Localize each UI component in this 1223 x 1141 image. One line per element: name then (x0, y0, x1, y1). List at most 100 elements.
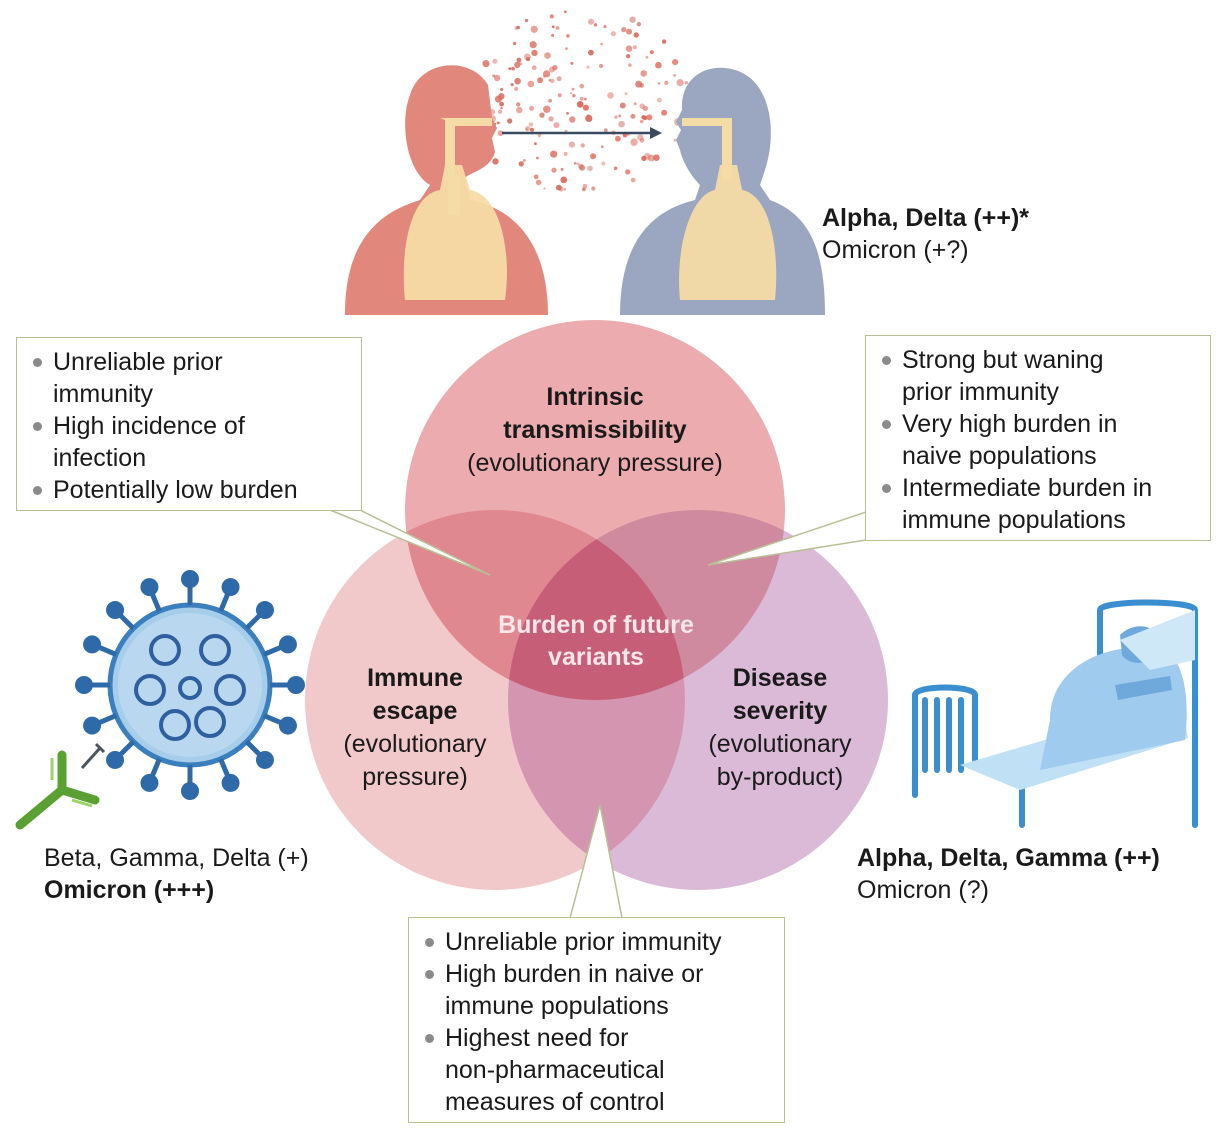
virus-spike-head (287, 676, 305, 694)
callout-item: Very high burden in naive populations (880, 408, 1196, 472)
hospital-bed-icon (912, 599, 1198, 828)
droplet (607, 92, 614, 99)
droplet (587, 165, 593, 172)
transmissibility-title-1: Intrinsic (546, 383, 644, 411)
droplet (527, 80, 535, 88)
droplet (534, 142, 537, 146)
droplet (588, 18, 594, 25)
droplet (563, 188, 567, 191)
droplet (566, 111, 569, 115)
droplet (649, 50, 654, 55)
droplet (633, 32, 639, 38)
callout-item: Potentially low burden (31, 474, 347, 506)
overlap-center (508, 510, 685, 700)
droplet (571, 87, 575, 91)
virus-spike-head (140, 578, 159, 597)
antibody-icon (15, 742, 106, 830)
droplet (514, 61, 521, 69)
virus-spike (262, 644, 284, 657)
droplet (551, 33, 555, 37)
escape-subtitle-2: pressure) (362, 763, 468, 791)
droplet (510, 83, 514, 87)
severity-title-2: severity (732, 697, 828, 725)
droplet (570, 61, 574, 65)
droplet (543, 187, 546, 190)
droplet (537, 133, 542, 138)
droplet (614, 115, 618, 119)
label-center: Burden of future variants (466, 609, 726, 673)
droplet (530, 127, 534, 132)
droplet (641, 115, 646, 120)
label-transmissibility: Intrinsic transmissibility (evolutionary… (435, 381, 755, 480)
callout-item: High incidence of infection (31, 410, 347, 474)
droplet (641, 155, 647, 162)
droplet (531, 49, 538, 57)
droplet (573, 161, 577, 165)
droplet (576, 101, 584, 108)
droplet (590, 153, 597, 160)
callout-item: Strong but waning prior immunity (880, 344, 1196, 408)
droplet (513, 41, 517, 46)
escape-title-2: escape (372, 697, 458, 725)
person-receiver-icon (620, 67, 825, 315)
droplet (539, 112, 545, 118)
virus-spike-head (278, 635, 297, 654)
droplet (657, 97, 662, 103)
droplet (553, 122, 560, 129)
virus-spike-head (140, 773, 159, 792)
droplet (557, 93, 562, 98)
droplet (599, 63, 604, 69)
droplet (653, 154, 660, 161)
droplet (645, 55, 649, 59)
bullet-icon (425, 1034, 434, 1043)
droplet (576, 162, 580, 166)
droplet (637, 134, 644, 141)
droplet (661, 109, 668, 116)
callout-bottom: Unreliable prior immunity High burden in… (408, 917, 785, 1123)
virus-spike (96, 713, 118, 726)
droplet (499, 101, 504, 107)
venn-diagram (305, 320, 888, 890)
virus-spike-head (221, 773, 240, 792)
droplet (493, 74, 501, 82)
virus-spike (244, 612, 263, 631)
droplet-cloud-icon (457, 10, 697, 192)
virus-spike (149, 757, 162, 779)
callout-item: Unreliable prior immunity (31, 346, 347, 410)
droplet (585, 114, 593, 122)
droplet (556, 76, 562, 82)
droplet (633, 102, 637, 106)
droplet (618, 120, 625, 128)
virus-spike-head (181, 570, 199, 588)
droplet (572, 94, 576, 98)
droplet (582, 183, 588, 189)
droplet (524, 18, 529, 23)
droplet (635, 80, 643, 88)
droplet (551, 25, 555, 29)
droplet (500, 107, 503, 110)
droplet (580, 143, 585, 148)
droplet (630, 177, 636, 183)
droplet (566, 34, 570, 38)
droplet (518, 161, 524, 167)
virus-icon (75, 570, 305, 800)
droplet (603, 128, 608, 133)
droplet (516, 57, 522, 63)
droplet (640, 70, 647, 77)
transmissibility-subtitle: (evolutionary pressure) (467, 449, 723, 477)
droplet (628, 63, 632, 67)
virus-spike-head (255, 601, 274, 620)
droplet (672, 59, 679, 66)
escape-variants: Beta, Gamma, Delta (+) Omicron (+++) (44, 842, 309, 906)
droplet (548, 78, 552, 82)
droplet (655, 61, 662, 69)
label-immune-escape: Immune escape (evolutionary pressure) (305, 662, 525, 794)
virus-spike-head (278, 716, 297, 735)
droplet (514, 77, 521, 85)
severity-subtitle-1: (evolutionary (708, 730, 852, 758)
virus-spike-head (181, 782, 199, 800)
severity-title-1: Disease (732, 664, 828, 692)
droplet (603, 25, 607, 29)
droplet (550, 150, 558, 158)
virus-spike-head (106, 601, 125, 620)
